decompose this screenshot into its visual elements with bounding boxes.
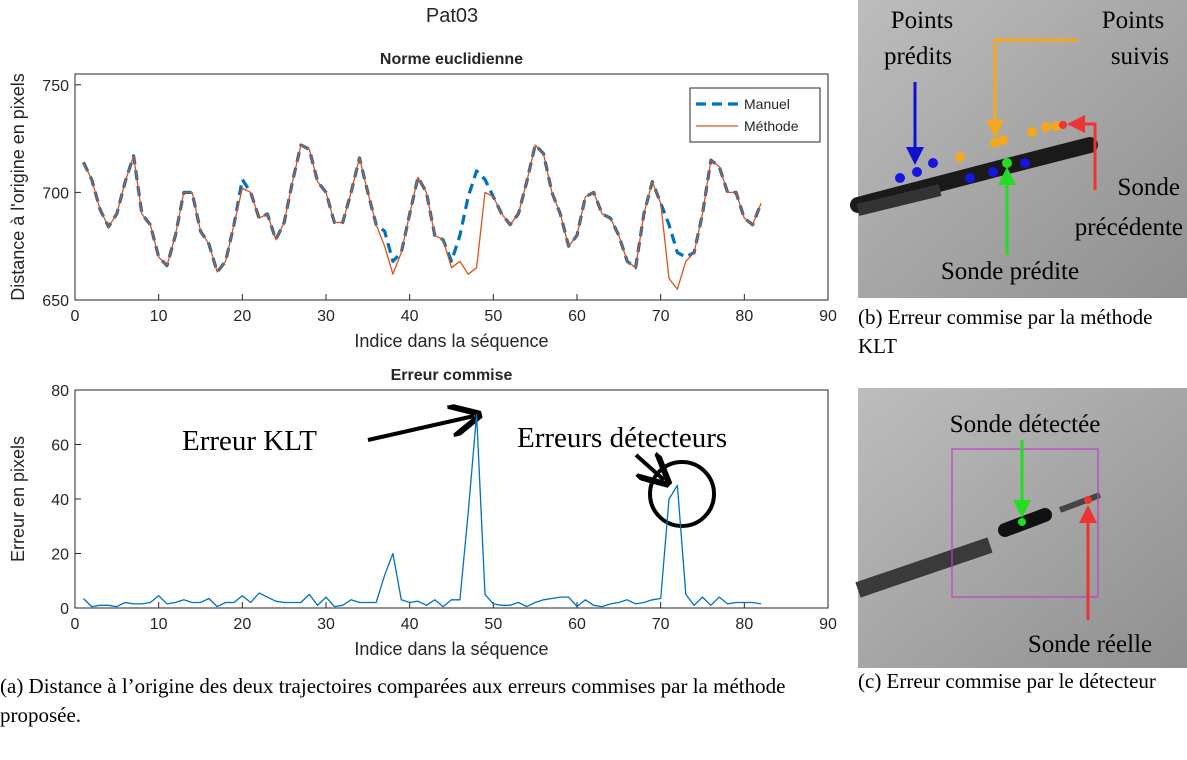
y-tick-label: 60: [51, 438, 69, 455]
x-axis-label: Indice dans la séquence: [354, 639, 548, 659]
line: [81, 143, 763, 274]
label: Sonde: [1118, 174, 1181, 201]
y-axis-label: Erreur en pixels: [8, 436, 28, 562]
x-tick-label: 70: [652, 616, 670, 633]
label: Sonde prédite: [941, 258, 1079, 285]
y-tick-label: 20: [51, 547, 69, 564]
line: [82, 413, 762, 608]
x-tick-label: 20: [233, 308, 251, 325]
x-tick-label: 50: [484, 308, 502, 325]
y-tick-label: 0: [60, 601, 69, 618]
x-tick-label: 10: [150, 616, 168, 633]
caption: (b) Erreur commise par la méthode KLT: [858, 305, 1153, 358]
x-tick-label: 40: [401, 616, 419, 633]
y-tick-label: 650: [42, 293, 69, 310]
x-tick-label: 30: [317, 308, 335, 325]
x-tick-label: 90: [819, 616, 837, 633]
x-tick-label: 10: [150, 308, 168, 325]
annotation: Erreur KLT: [182, 425, 317, 457]
arrow: [634, 455, 664, 480]
x-tick-label: 70: [652, 308, 670, 325]
annotation: Erreurs détecteurs: [517, 422, 727, 454]
caption: (c) Erreur commise par le détecteur: [858, 669, 1156, 693]
x-tick-label: 40: [401, 308, 419, 325]
label: Sonde détectée: [950, 411, 1101, 438]
circle: [648, 460, 716, 528]
arrow: [367, 416, 474, 442]
legend: Manuel Méthode: [689, 87, 821, 143]
x-axis-label: Indice dans la séquence: [354, 331, 548, 351]
chart-title: Erreur commise: [391, 367, 513, 384]
image-c: [855, 388, 1187, 668]
caption: (a) Distance à l’origine des deux trajec…: [0, 674, 786, 727]
label: Sonde réelle: [1028, 631, 1152, 658]
x-tick-label: 60: [568, 308, 586, 325]
label: prédits: [884, 43, 952, 70]
label: Points: [891, 7, 954, 34]
x-tick-label: 0: [71, 308, 80, 325]
legend-box: [689, 87, 821, 143]
y-tick-label: 700: [42, 185, 69, 202]
label: suivis: [1111, 43, 1169, 70]
x-tick-label: 90: [819, 308, 837, 325]
chart-title: Norme euclidienne: [380, 51, 523, 68]
figure: Pat03 Erreur KLT Erreurs détecteurs Poin…: [8, 0, 1187, 668]
y-tick-label: 80: [51, 383, 69, 400]
label: Points: [1102, 7, 1165, 34]
label: précédente: [1075, 214, 1183, 241]
x-tick-label: 0: [71, 616, 80, 633]
y-axis-label: Distance à l'origine en pixels: [8, 73, 28, 301]
x-tick-label: 30: [317, 616, 335, 633]
y-tick-label: 750: [42, 78, 69, 95]
legend-label: Méthode: [744, 118, 799, 134]
legend-label: Manuel: [744, 96, 790, 112]
y-tick-label: 40: [51, 492, 69, 509]
line: [82, 144, 762, 290]
image-b: [850, 0, 1187, 298]
x-tick-label: 80: [735, 616, 753, 633]
axes-box: [74, 73, 829, 301]
x-tick-label: 50: [484, 616, 502, 633]
x-tick-label: 60: [568, 616, 586, 633]
x-tick-label: 80: [735, 308, 753, 325]
suptitle: Pat03: [426, 5, 478, 27]
x-tick-label: 20: [233, 616, 251, 633]
